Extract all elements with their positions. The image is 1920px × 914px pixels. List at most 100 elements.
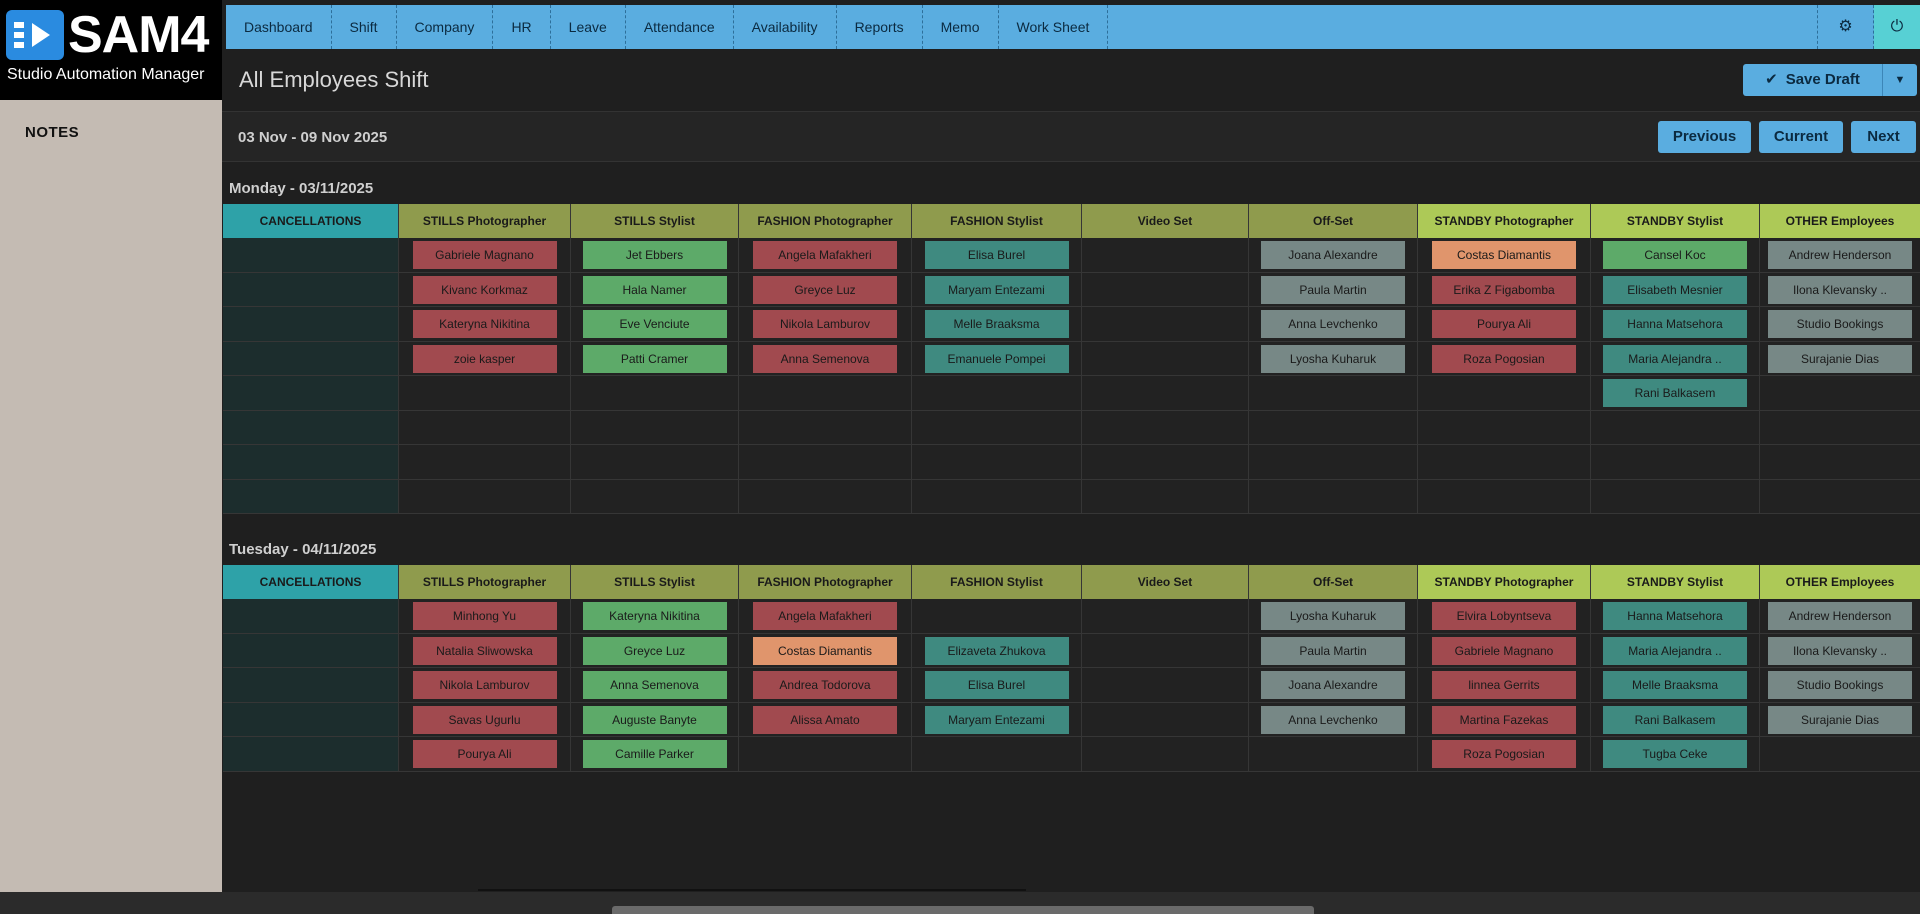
employee-chip[interactable]: Ilona Klevansky ..	[1768, 636, 1912, 665]
employee-chip[interactable]: Angela Mafakheri	[753, 241, 897, 269]
employee-chip[interactable]: Patti Cramer	[582, 344, 727, 373]
employee-chip[interactable]: Lyosha Kuharuk	[1261, 602, 1405, 630]
column-divider	[738, 565, 739, 772]
nav-dashboard[interactable]: Dashboard	[226, 5, 332, 49]
nav-reports[interactable]: Reports	[837, 5, 923, 49]
employee-chip[interactable]: Eve Venciute	[582, 310, 727, 338]
employee-chip[interactable]: Pourya Ali	[412, 740, 557, 768]
employee-chip[interactable]: Maryam Entezami	[924, 705, 1069, 734]
employee-chip[interactable]: Joana Alexandre	[1261, 241, 1405, 269]
employee-chip[interactable]: Hanna Matsehora	[1603, 310, 1747, 338]
employee-chip[interactable]: Nikola Lamburov	[753, 310, 897, 338]
employee-chip[interactable]: Cansel Koc	[1603, 241, 1747, 269]
nav-leave[interactable]: Leave	[551, 5, 626, 49]
employee-chip[interactable]: Erika Z Figabomba	[1432, 275, 1576, 304]
employee-chip[interactable]: Hanna Matsehora	[1603, 602, 1747, 630]
row-divider	[223, 513, 1920, 514]
employee-chip[interactable]: Kateryna Nikitina	[412, 310, 557, 338]
employee-chip[interactable]: Costas Diamantis	[1432, 241, 1576, 269]
employee-chip[interactable]: Maria Alejandra ..	[1603, 344, 1747, 373]
nav-availability[interactable]: Availability	[734, 5, 837, 49]
employee-chip[interactable]: Maryam Entezami	[924, 275, 1069, 304]
employee-chip[interactable]: Lyosha Kuharuk	[1261, 344, 1405, 373]
employee-chip[interactable]: Gabriele Magnano	[412, 241, 557, 269]
column-header: STANDBY Stylist	[1591, 565, 1759, 599]
next-week-button[interactable]: Next	[1851, 121, 1916, 153]
nav-memo[interactable]: Memo	[923, 5, 999, 49]
employee-chip[interactable]: Paula Martin	[1261, 275, 1405, 304]
employee-chip[interactable]: Minhong Yu	[412, 602, 557, 630]
employee-chip[interactable]: Anna Levchenko	[1261, 310, 1405, 338]
employee-chip[interactable]: zoie kasper	[412, 344, 557, 373]
employee-chip[interactable]: Surajanie Dias	[1768, 344, 1912, 373]
save-draft-label: Save Draft	[1785, 71, 1860, 88]
employee-chip[interactable]: Studio Bookings	[1768, 671, 1912, 699]
employee-chip[interactable]: Auguste Banyte	[582, 705, 727, 734]
employee-chip[interactable]: Tugba Ceke	[1603, 740, 1747, 768]
employee-chip[interactable]: Kateryna Nikitina	[582, 602, 727, 630]
employee-chip[interactable]: Elisabeth Mesnier	[1603, 275, 1747, 304]
nav-hr[interactable]: HR	[493, 5, 551, 49]
employee-chip[interactable]: Rani Balkasem	[1603, 705, 1747, 734]
employee-chip[interactable]: Paula Martin	[1261, 636, 1405, 665]
employee-chip[interactable]: Melle Braaksma	[1603, 671, 1747, 699]
save-options-dropdown[interactable]: ▼	[1882, 64, 1917, 96]
employee-chip[interactable]: Roza Pogosian	[1432, 344, 1576, 373]
employee-chip[interactable]: Elizaveta Zhukova	[924, 636, 1069, 665]
employee-chip[interactable]: Roza Pogosian	[1432, 740, 1576, 768]
employee-chip[interactable]: Emanuele Pompei	[924, 344, 1069, 373]
employee-chip[interactable]: Joana Alexandre	[1261, 671, 1405, 699]
logout-button[interactable]: ⏻	[1874, 5, 1920, 49]
save-draft-button[interactable]: ✔ Save Draft	[1743, 64, 1882, 96]
employee-chip[interactable]: Maria Alejandra ..	[1603, 636, 1747, 665]
employee-chip[interactable]: Andrew Henderson	[1768, 241, 1912, 269]
employee-chip[interactable]: Ilona Klevansky ..	[1768, 275, 1912, 304]
employee-chip[interactable]: Alissa Amato	[753, 705, 897, 734]
employee-chip[interactable]: Pourya Ali	[1432, 310, 1576, 338]
column-divider	[1081, 565, 1082, 772]
employee-chip[interactable]: Rani Balkasem	[1603, 379, 1747, 407]
employee-chip[interactable]: Anna Levchenko	[1261, 705, 1405, 734]
nav-company[interactable]: Company	[397, 5, 494, 49]
employee-chip[interactable]: Elvira Lobyntseva	[1432, 602, 1576, 630]
employee-chip[interactable]: Greyce Luz	[582, 636, 727, 665]
column-body	[223, 599, 398, 772]
employee-chip[interactable]: Camille Parker	[582, 740, 727, 768]
employee-chip[interactable]: Nikola Lamburov	[412, 671, 557, 699]
header-divider	[222, 111, 1920, 112]
employee-chip[interactable]: Gabriele Magnano	[1432, 636, 1576, 665]
row-divider	[223, 375, 1920, 376]
employee-chip[interactable]: Natalia Sliwowska	[412, 636, 557, 665]
employee-chip[interactable]: Melle Braaksma	[924, 310, 1069, 338]
employee-chip[interactable]: Andrea Todorova	[753, 671, 897, 699]
employee-chip[interactable]: Angela Mafakheri	[753, 602, 897, 630]
employee-chip[interactable]: Hala Namer	[582, 275, 727, 304]
employee-chip[interactable]: Studio Bookings	[1768, 310, 1912, 338]
employee-chip[interactable]: Savas Ugurlu	[412, 705, 557, 734]
row-divider	[223, 478, 1920, 480]
current-week-button[interactable]: Current	[1759, 121, 1843, 153]
employee-chip[interactable]: Andrew Henderson	[1768, 602, 1912, 630]
employee-chip[interactable]: Elisa Burel	[924, 671, 1069, 699]
employee-chip[interactable]: Anna Semenova	[753, 344, 897, 373]
employee-chip[interactable]: Elisa Burel	[924, 241, 1069, 269]
bottom-scrollbar[interactable]	[612, 906, 1314, 914]
column-header: STILLS Photographer	[399, 565, 570, 599]
settings-button[interactable]: ⚙	[1818, 5, 1874, 49]
employee-chip[interactable]: Kivanc Korkmaz	[412, 275, 557, 304]
previous-week-button[interactable]: Previous	[1658, 121, 1751, 153]
nav-work-sheet[interactable]: Work Sheet	[999, 5, 1109, 49]
nav-attendance[interactable]: Attendance	[626, 5, 734, 49]
employee-chip[interactable]: Jet Ebbers	[582, 241, 727, 269]
employee-chip[interactable]: Anna Semenova	[582, 671, 727, 699]
horizontal-scroll-track[interactable]	[478, 889, 1026, 891]
employee-chip[interactable]: Martina Fazekas	[1432, 705, 1576, 734]
logo-icon	[6, 10, 64, 60]
nav-shift[interactable]: Shift	[332, 5, 397, 49]
employee-chip[interactable]: Surajanie Dias	[1768, 705, 1912, 734]
employee-chip[interactable]: Costas Diamantis	[753, 636, 897, 665]
employee-chip[interactable]: Greyce Luz	[753, 275, 897, 304]
employee-chip[interactable]: linnea Gerrits	[1432, 671, 1576, 699]
app-logo[interactable]: SAM4 Studio Automation Manager	[0, 0, 222, 100]
column-header: OTHER Employees	[1760, 565, 1920, 599]
